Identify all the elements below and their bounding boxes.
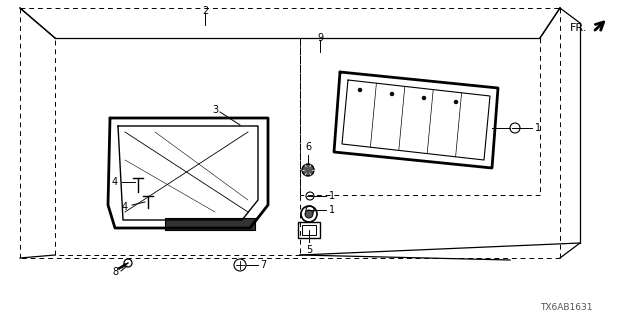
- Circle shape: [454, 100, 458, 103]
- Bar: [165, 218, 255, 230]
- Text: 2: 2: [202, 6, 208, 16]
- Text: 8: 8: [112, 267, 118, 277]
- Text: 5: 5: [306, 245, 312, 255]
- Text: 4: 4: [112, 177, 118, 187]
- Circle shape: [305, 210, 313, 218]
- Text: 1: 1: [329, 191, 335, 201]
- Circle shape: [390, 92, 394, 95]
- Bar: [302, 225, 316, 235]
- Text: 6: 6: [305, 142, 311, 152]
- Circle shape: [422, 97, 426, 100]
- Circle shape: [302, 164, 314, 176]
- Text: 1: 1: [535, 123, 541, 133]
- Text: FR.: FR.: [570, 23, 588, 33]
- Text: TX6AB1631: TX6AB1631: [540, 303, 593, 313]
- Bar: [298, 222, 320, 238]
- Text: 4: 4: [122, 202, 128, 212]
- Text: 3: 3: [212, 105, 218, 115]
- Text: 1: 1: [329, 205, 335, 215]
- Text: 9: 9: [317, 33, 323, 43]
- Text: 7: 7: [260, 260, 266, 270]
- Circle shape: [358, 89, 362, 92]
